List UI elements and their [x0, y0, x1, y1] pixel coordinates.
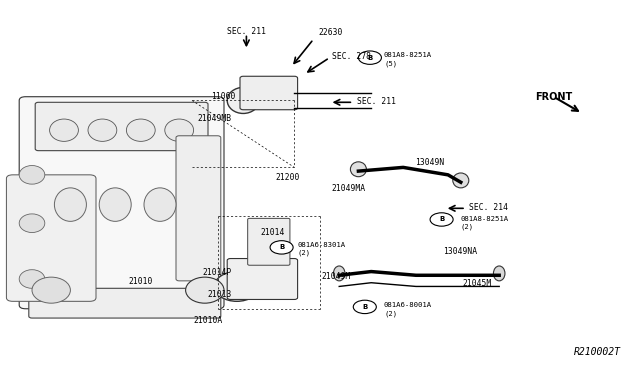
Text: SEC. 211: SEC. 211	[357, 97, 396, 106]
Ellipse shape	[54, 188, 86, 221]
Text: 21049MB: 21049MB	[198, 114, 232, 123]
Text: R210002T: R210002T	[574, 347, 621, 357]
Text: 21045M: 21045M	[463, 279, 492, 288]
FancyBboxPatch shape	[176, 136, 221, 281]
Circle shape	[358, 51, 381, 64]
Ellipse shape	[19, 270, 45, 288]
Ellipse shape	[186, 277, 224, 303]
Text: 081A6-8301A
(2): 081A6-8301A (2)	[298, 242, 346, 256]
Text: B: B	[367, 55, 372, 61]
FancyBboxPatch shape	[35, 102, 208, 151]
Text: 22630: 22630	[319, 28, 343, 37]
Circle shape	[430, 213, 453, 226]
FancyBboxPatch shape	[227, 259, 298, 299]
Ellipse shape	[127, 119, 156, 141]
Ellipse shape	[351, 162, 367, 177]
Ellipse shape	[227, 87, 259, 113]
Text: SEC. 214: SEC. 214	[469, 203, 508, 212]
Text: 13049N: 13049N	[415, 158, 444, 167]
Ellipse shape	[144, 188, 176, 221]
Ellipse shape	[453, 173, 468, 188]
FancyBboxPatch shape	[248, 218, 290, 265]
Text: B: B	[362, 304, 367, 310]
Ellipse shape	[88, 119, 117, 141]
Text: 21049MA: 21049MA	[332, 185, 365, 193]
Ellipse shape	[19, 214, 45, 232]
Text: 13049NA: 13049NA	[444, 247, 477, 256]
Text: 11060: 11060	[211, 92, 236, 101]
Ellipse shape	[165, 119, 194, 141]
FancyBboxPatch shape	[29, 288, 221, 318]
Circle shape	[353, 300, 376, 314]
FancyBboxPatch shape	[6, 175, 96, 301]
Text: 21014P: 21014P	[202, 268, 232, 277]
Text: 081A8-8251A
(2): 081A8-8251A (2)	[461, 216, 509, 230]
FancyBboxPatch shape	[19, 97, 224, 309]
Circle shape	[270, 241, 293, 254]
Text: 081A6-8001A
(2): 081A6-8001A (2)	[384, 302, 432, 317]
Text: FRONT: FRONT	[535, 92, 572, 102]
Ellipse shape	[99, 188, 131, 221]
Text: 081A8-8251A
(5): 081A8-8251A (5)	[384, 52, 432, 67]
Text: 21013: 21013	[207, 290, 232, 299]
Text: B: B	[439, 217, 444, 222]
Ellipse shape	[493, 266, 505, 281]
Ellipse shape	[32, 277, 70, 303]
Text: 21014: 21014	[260, 228, 285, 237]
Ellipse shape	[333, 266, 345, 281]
Text: 21049M: 21049M	[321, 272, 351, 280]
Text: 21200: 21200	[275, 173, 300, 182]
Text: B: B	[279, 244, 284, 250]
FancyBboxPatch shape	[240, 76, 298, 110]
Text: 21010: 21010	[128, 278, 152, 286]
Text: SEC. 278: SEC. 278	[332, 52, 371, 61]
Text: SEC. 211: SEC. 211	[227, 27, 266, 36]
Text: 21010A: 21010A	[193, 316, 223, 325]
Ellipse shape	[214, 272, 259, 301]
Ellipse shape	[50, 119, 79, 141]
Ellipse shape	[19, 166, 45, 184]
